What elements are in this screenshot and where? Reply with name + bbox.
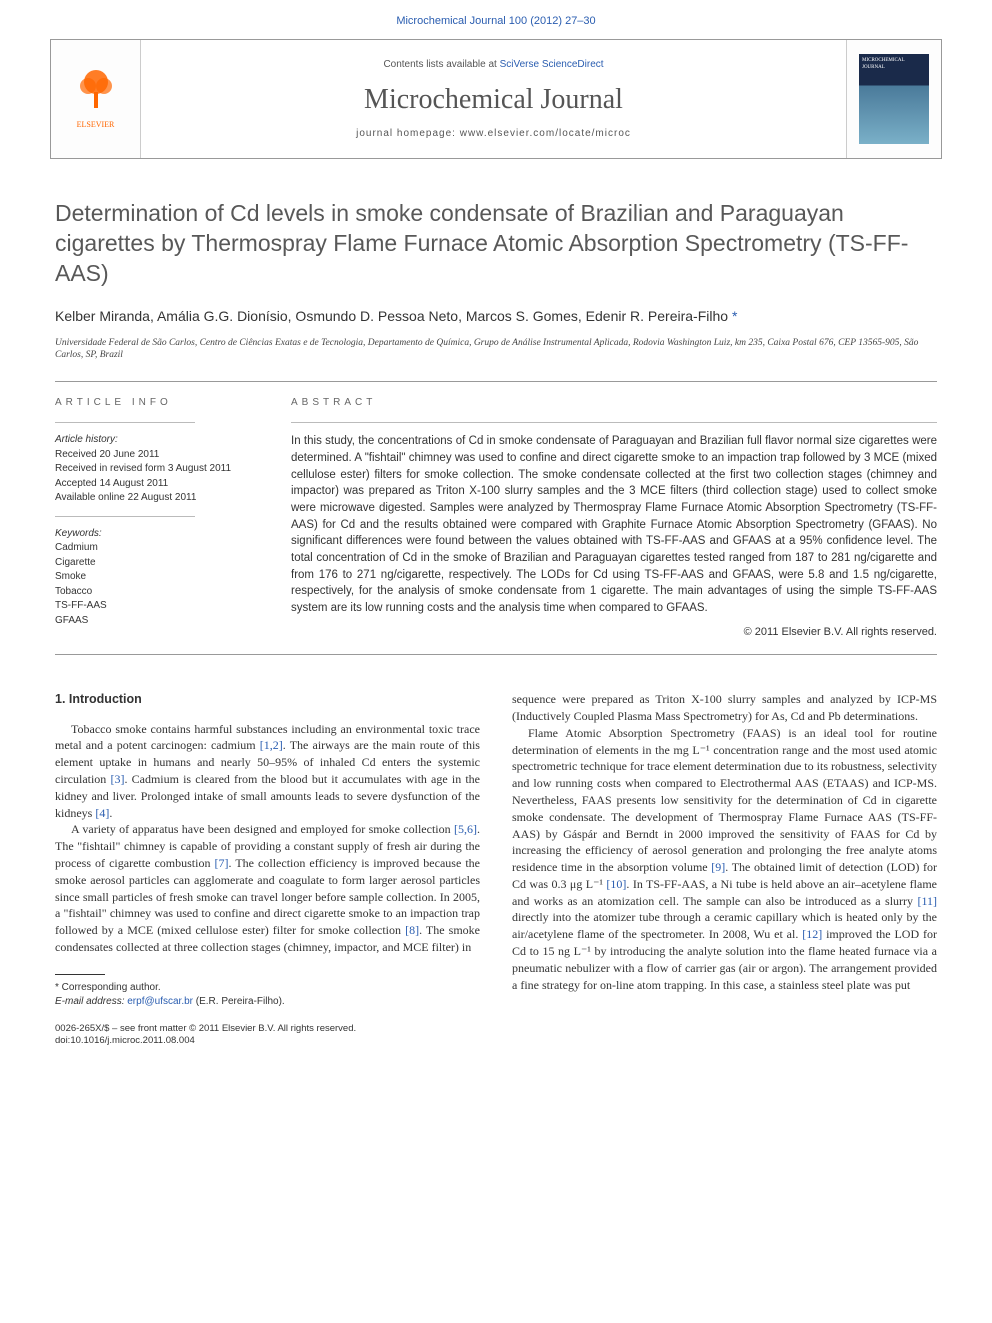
abstract-copyright: © 2011 Elsevier B.V. All rights reserved… xyxy=(291,625,937,640)
history-received: Received 20 June 2011 xyxy=(55,448,255,463)
email-label: E-mail address: xyxy=(55,996,124,1007)
footer-copyright: 0026-265X/$ – see front matter © 2011 El… xyxy=(55,1023,480,1035)
ref-link[interactable]: [8] xyxy=(405,923,419,937)
divider xyxy=(55,381,937,382)
ref-link[interactable]: [3] xyxy=(110,772,124,786)
elsevier-tree-icon xyxy=(71,64,121,119)
body-text-right: sequence were prepared as Triton X-100 s… xyxy=(512,691,937,993)
keyword: Smoke xyxy=(55,570,255,585)
para1-d: . xyxy=(109,806,112,820)
keyword: GFAAS xyxy=(55,614,255,629)
abstract-divider xyxy=(291,422,937,423)
left-column: 1. Introduction Tobacco smoke contains h… xyxy=(55,691,480,1047)
abstract-text: In this study, the concentrations of Cd … xyxy=(291,433,937,616)
footnote-block: * Corresponding author. E-mail address: … xyxy=(55,981,480,1009)
ref-link[interactable]: [10] xyxy=(606,877,626,891)
abstract-heading: abstract xyxy=(291,396,937,410)
article-info-heading: article info xyxy=(55,396,255,410)
history-accepted: Accepted 14 August 2011 xyxy=(55,477,255,492)
body-columns: 1. Introduction Tobacco smoke contains h… xyxy=(55,691,937,1047)
history-revised: Received in revised form 3 August 2011 xyxy=(55,462,255,477)
info-divider xyxy=(55,516,195,517)
corresponding-author-note: * Corresponding author. xyxy=(55,981,480,995)
ref-link[interactable]: [12] xyxy=(802,927,822,941)
authors-text: Kelber Miranda, Amália G.G. Dionísio, Os… xyxy=(55,308,732,324)
journal-header: ELSEVIER Contents lists available at Sci… xyxy=(50,39,942,159)
affiliation: Universidade Federal de São Carlos, Cent… xyxy=(55,337,937,362)
ref-link[interactable]: [5,6] xyxy=(454,822,477,836)
contents-line: Contents lists available at SciVerse Sci… xyxy=(383,58,603,72)
email-person: (E.R. Pereira-Filho). xyxy=(196,996,285,1007)
footer-doi: doi:10.1016/j.microc.2011.08.004 xyxy=(55,1035,480,1047)
publisher-logo-cell: ELSEVIER xyxy=(51,40,141,158)
keywords-label: Keywords: xyxy=(55,527,255,542)
ref-link[interactable]: [4] xyxy=(95,806,109,820)
history-label: Article history: xyxy=(55,433,255,448)
body-text-left: Tobacco smoke contains harmful substance… xyxy=(55,721,480,956)
article-history: Article history: Received 20 June 2011 R… xyxy=(55,433,255,506)
footnote-divider xyxy=(55,974,105,975)
keyword: Cigarette xyxy=(55,556,255,571)
cover-cell: MICROCHEMICAL JOURNAL xyxy=(846,40,941,158)
journal-homepage: journal homepage: www.elsevier.com/locat… xyxy=(356,127,631,141)
ref-link[interactable]: [11] xyxy=(917,894,937,908)
journal-cover-thumb: MICROCHEMICAL JOURNAL xyxy=(859,54,929,144)
para4-a: Flame Atomic Absorption Spectrometry (FA… xyxy=(512,726,937,874)
authors-line: Kelber Miranda, Amália G.G. Dionísio, Os… xyxy=(55,307,937,327)
keyword: Cadmium xyxy=(55,541,255,556)
divider xyxy=(55,654,937,655)
email-link[interactable]: erpf@ufscar.br xyxy=(127,996,193,1007)
contents-prefix: Contents lists available at xyxy=(383,59,499,70)
keywords-block: Keywords: Cadmium Cigarette Smoke Tobacc… xyxy=(55,527,255,629)
ref-link[interactable]: [7] xyxy=(215,856,229,870)
intro-heading: 1. Introduction xyxy=(55,691,480,709)
cover-title-text: MICROCHEMICAL JOURNAL xyxy=(862,58,904,70)
keyword: TS-FF-AAS xyxy=(55,599,255,614)
keyword: Tobacco xyxy=(55,585,255,600)
scidirect-link[interactable]: SciVerse ScienceDirect xyxy=(500,59,604,70)
para3: sequence were prepared as Triton X-100 s… xyxy=(512,692,937,723)
page-footer: 0026-265X/$ – see front matter © 2011 El… xyxy=(55,1023,480,1048)
corresponding-symbol: * xyxy=(732,308,737,324)
elsevier-logo: ELSEVIER xyxy=(66,64,126,134)
info-divider xyxy=(55,422,195,423)
article-title: Determination of Cd levels in smoke cond… xyxy=(55,199,937,289)
publisher-name: ELSEVIER xyxy=(77,119,115,130)
right-column: sequence were prepared as Triton X-100 s… xyxy=(512,691,937,1047)
article-info-column: article info Article history: Received 2… xyxy=(55,396,255,640)
header-middle: Contents lists available at SciVerse Sci… xyxy=(141,40,846,158)
abstract-column: abstract In this study, the concentratio… xyxy=(291,396,937,640)
top-citation: Microchemical Journal 100 (2012) 27–30 xyxy=(0,0,992,39)
ref-link[interactable]: [1,2] xyxy=(260,738,283,752)
para2-a: A variety of apparatus have been designe… xyxy=(71,822,454,836)
ref-link[interactable]: [9] xyxy=(711,860,725,874)
journal-name: Microchemical Journal xyxy=(364,80,623,119)
history-online: Available online 22 August 2011 xyxy=(55,491,255,506)
